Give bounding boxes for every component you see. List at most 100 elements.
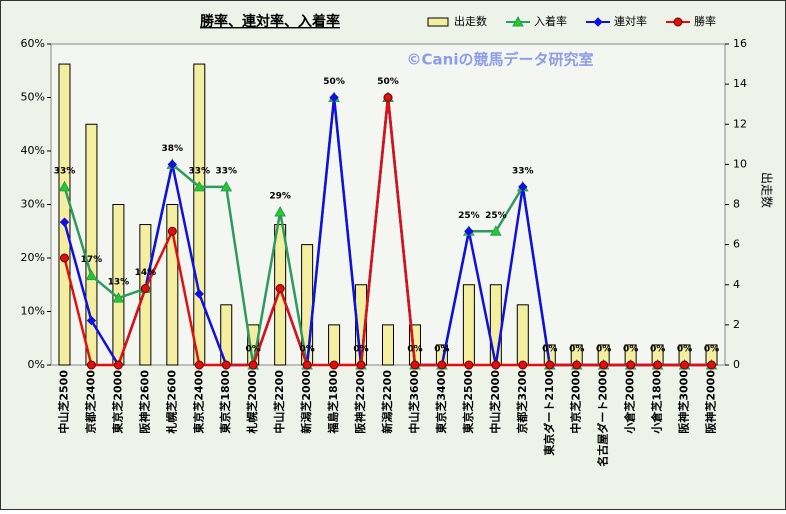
y2-tick-label: 10 xyxy=(733,157,747,170)
marker xyxy=(356,360,366,370)
marker xyxy=(680,360,690,370)
data-label: 0% xyxy=(542,345,557,355)
watermark: ©Caniの競馬データ研究室 xyxy=(407,51,594,69)
legend-marker xyxy=(593,17,603,27)
y-tick-label: 30% xyxy=(21,198,45,211)
data-label: 0% xyxy=(596,345,611,355)
x-tick-label: 東京芝2400 xyxy=(191,370,205,434)
data-label: 14% xyxy=(135,268,157,278)
marker xyxy=(140,283,150,293)
marker xyxy=(707,360,717,370)
marker xyxy=(599,360,609,370)
bar xyxy=(489,284,502,366)
x-tick-label: 東京芝2500 xyxy=(461,370,475,434)
data-label: 0% xyxy=(299,345,314,355)
marker xyxy=(410,360,420,370)
data-label: 33% xyxy=(215,166,237,176)
data-label: 0% xyxy=(650,345,665,355)
chart-title: 勝率、連対率、入着率 xyxy=(200,13,340,30)
marker xyxy=(86,315,97,326)
bar xyxy=(274,224,287,366)
marker xyxy=(302,360,312,370)
x-tick-label: 中京芝2000 xyxy=(569,370,583,434)
marker xyxy=(220,180,233,192)
data-label: 0% xyxy=(623,345,638,355)
data-label: 17% xyxy=(81,255,103,265)
data-label: 0% xyxy=(246,345,261,355)
data-label: 38% xyxy=(162,144,184,154)
x-tick-label: 阪神芝2000 xyxy=(704,370,718,434)
bar xyxy=(166,204,179,366)
bar xyxy=(193,63,206,366)
data-label: 0% xyxy=(569,345,584,355)
x-tick-label: 東京芝2000 xyxy=(110,370,124,434)
data-label: 50% xyxy=(323,77,345,87)
marker xyxy=(329,92,339,103)
data-label: 0% xyxy=(353,345,368,355)
data-label: 0% xyxy=(434,345,449,355)
x-tick-label: 小倉芝1800 xyxy=(650,370,664,435)
marker xyxy=(85,269,98,281)
marker xyxy=(86,360,96,370)
y2-axis-label: 出走数 xyxy=(760,172,775,208)
marker xyxy=(572,360,582,370)
x-tick-label: 札幌芝2600 xyxy=(164,370,178,435)
marker xyxy=(59,253,69,263)
y-tick-label: 10% xyxy=(21,305,45,318)
legend-swatch xyxy=(427,17,449,27)
bar xyxy=(328,324,341,366)
bar xyxy=(382,324,394,366)
x-tick-label: 小倉芝2000 xyxy=(623,370,637,435)
bar xyxy=(516,304,529,366)
marker xyxy=(518,360,528,370)
marker xyxy=(274,205,287,217)
y-tick-label: 40% xyxy=(21,144,45,157)
y2-tick-label: 12 xyxy=(733,117,747,130)
x-tick-label: 札幌芝2000 xyxy=(245,370,259,435)
marker xyxy=(464,226,474,236)
marker xyxy=(58,180,71,192)
x-tick-label: 中山芝3600 xyxy=(407,370,421,434)
y-tick-label: 0% xyxy=(28,358,45,371)
legend-label: 出走数 xyxy=(454,14,487,28)
y2-tick-label: 4 xyxy=(733,278,740,291)
x-tick-label: 中山芝2500 xyxy=(56,370,70,434)
marker xyxy=(194,360,204,370)
bar xyxy=(58,63,71,366)
x-tick-label: 東京芝3400 xyxy=(434,370,448,434)
data-label: 0% xyxy=(407,345,422,355)
data-label: 29% xyxy=(269,191,291,201)
marker xyxy=(437,360,447,370)
marker xyxy=(518,182,528,192)
legend-marker xyxy=(673,17,683,27)
x-tick-label: 東京ダート2100 xyxy=(542,370,556,456)
marker xyxy=(489,225,502,236)
y2-tick-label: 2 xyxy=(733,318,740,331)
x-tick-label: 阪神芝2200 xyxy=(353,370,367,434)
legend-label: 入着率 xyxy=(534,14,567,28)
data-label: 33% xyxy=(189,166,211,176)
x-tick-label: 東京芝1800 xyxy=(218,370,232,434)
legend-label: 連対率 xyxy=(614,14,647,28)
x-tick-label: 新潟芝2200 xyxy=(380,370,394,434)
x-tick-label: 阪神芝3000 xyxy=(677,370,691,434)
marker xyxy=(59,217,70,227)
x-tick-label: 福島芝1800 xyxy=(326,370,340,435)
marker xyxy=(383,93,393,102)
y2-tick-label: 16 xyxy=(733,37,747,50)
data-label: 0% xyxy=(704,345,719,355)
marker xyxy=(545,360,555,370)
data-label: 33% xyxy=(512,166,534,176)
data-label: 33% xyxy=(54,166,76,176)
x-tick-label: 中山芝2000 xyxy=(488,370,502,434)
y-tick-label: 20% xyxy=(21,251,45,264)
bar xyxy=(462,284,475,366)
marker xyxy=(248,360,258,370)
x-tick-label: 新潟芝2000 xyxy=(299,370,313,434)
marker xyxy=(194,289,204,299)
y-tick-label: 50% xyxy=(21,91,45,104)
marker xyxy=(275,283,285,293)
y2-tick-label: 0 xyxy=(733,358,740,371)
data-label: 25% xyxy=(485,211,507,221)
